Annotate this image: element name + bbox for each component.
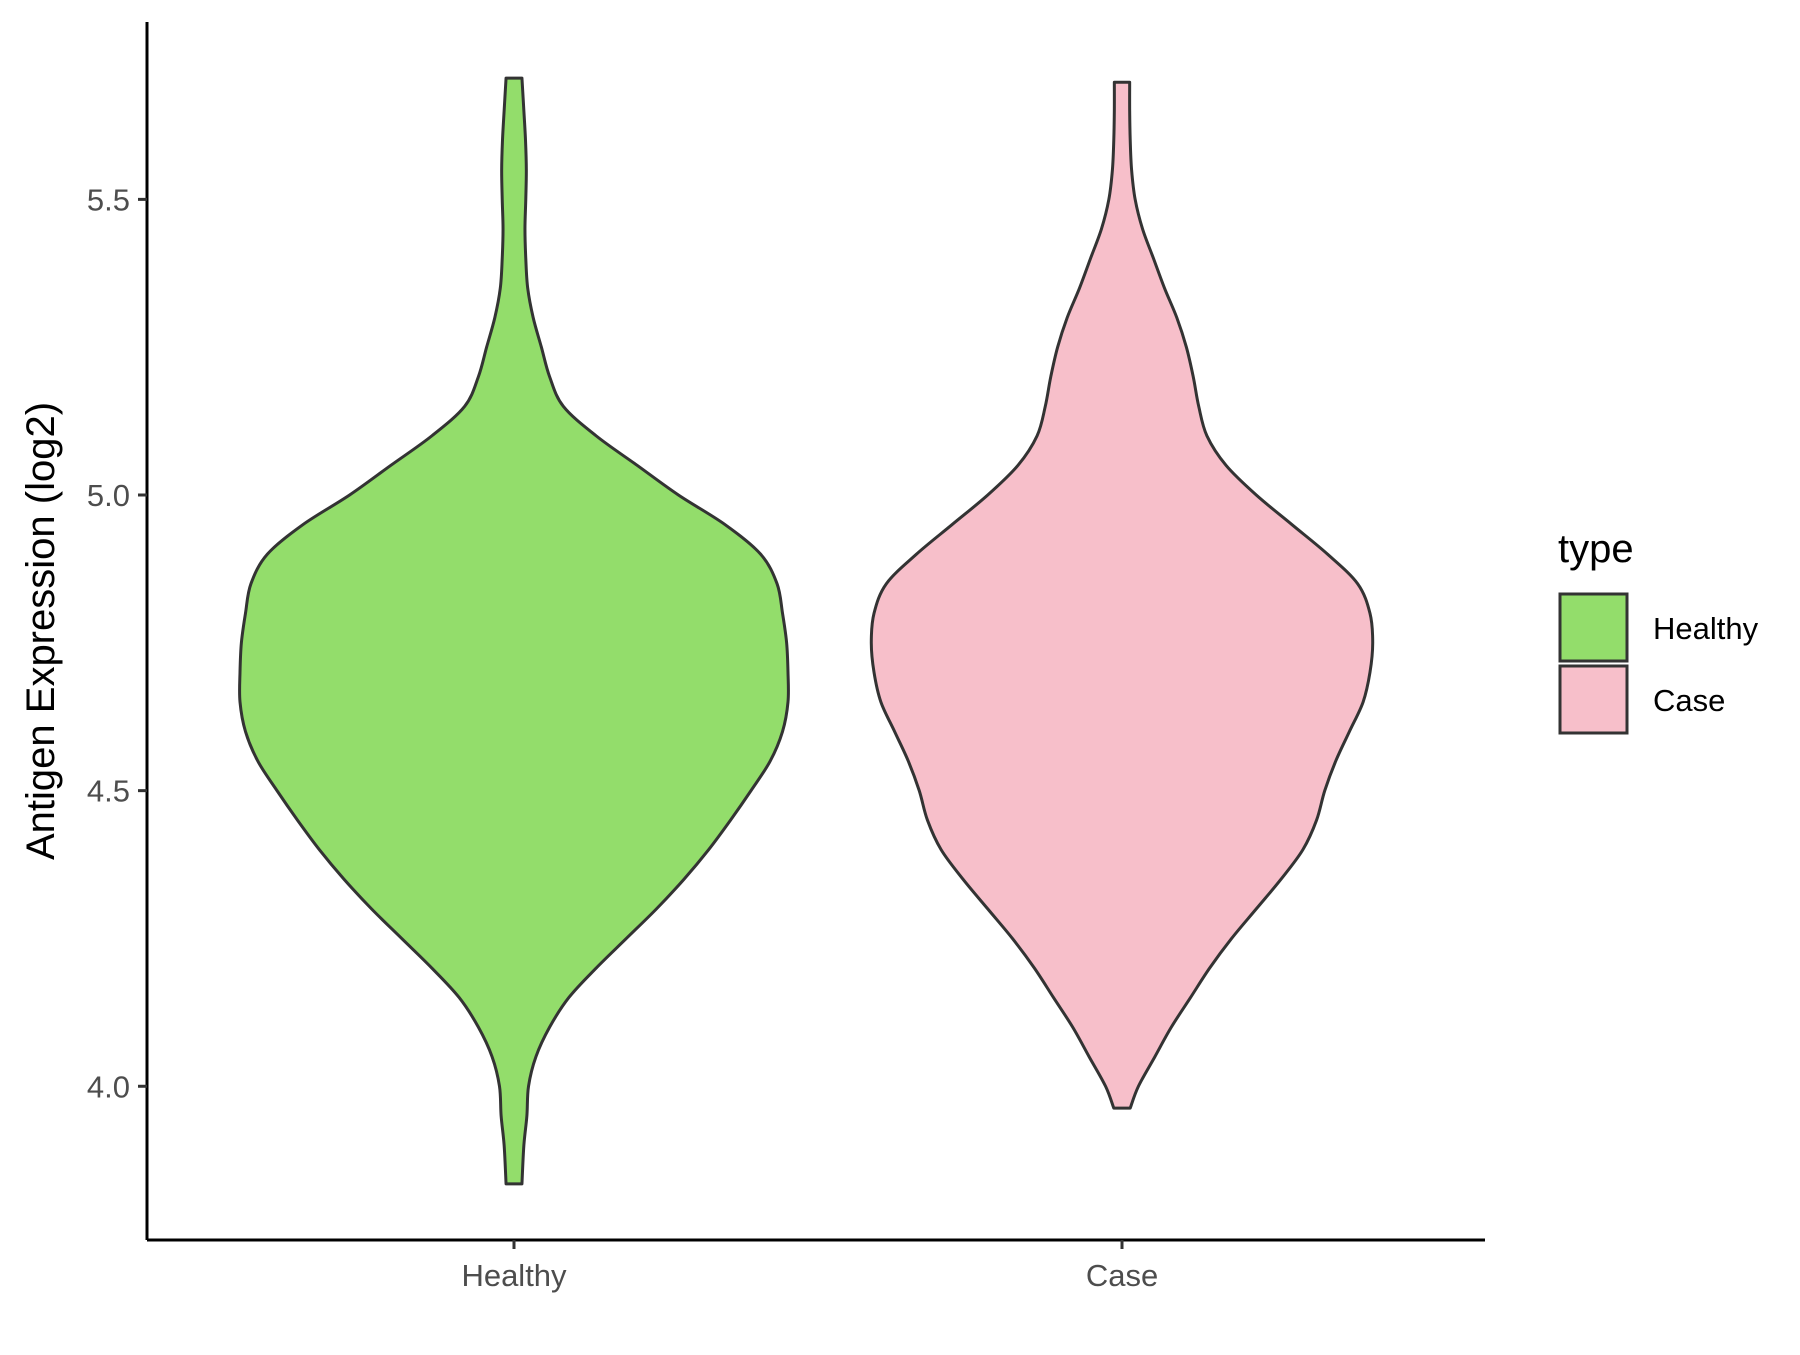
y-tick-label: 5.0 xyxy=(87,478,130,513)
y-tick-label: 5.5 xyxy=(87,182,130,217)
y-axis-ticks: 4.0 4.5 5.0 5.5 xyxy=(87,182,147,1104)
y-tick-label: 4.0 xyxy=(87,1069,130,1104)
legend-label-case: Case xyxy=(1653,683,1725,718)
legend-title: type xyxy=(1558,527,1634,571)
violin-healthy xyxy=(238,76,790,1186)
legend-label-healthy: Healthy xyxy=(1653,611,1759,646)
x-tick-label: Case xyxy=(1086,1258,1158,1293)
y-tick-label: 4.5 xyxy=(87,774,130,809)
violin-case xyxy=(869,80,1375,1110)
legend-items: Healthy Case xyxy=(1558,592,1759,735)
legend-swatch-healthy xyxy=(1558,592,1629,663)
x-tick-label: Healthy xyxy=(461,1258,567,1293)
y-axis-title: Antigen Expression (log2) xyxy=(19,402,63,860)
violin-layer xyxy=(238,76,1375,1186)
legend: type Healthy Case xyxy=(1558,527,1759,735)
legend-swatch-case xyxy=(1558,664,1629,735)
x-axis-ticks: Healthy Case xyxy=(461,1240,1158,1293)
